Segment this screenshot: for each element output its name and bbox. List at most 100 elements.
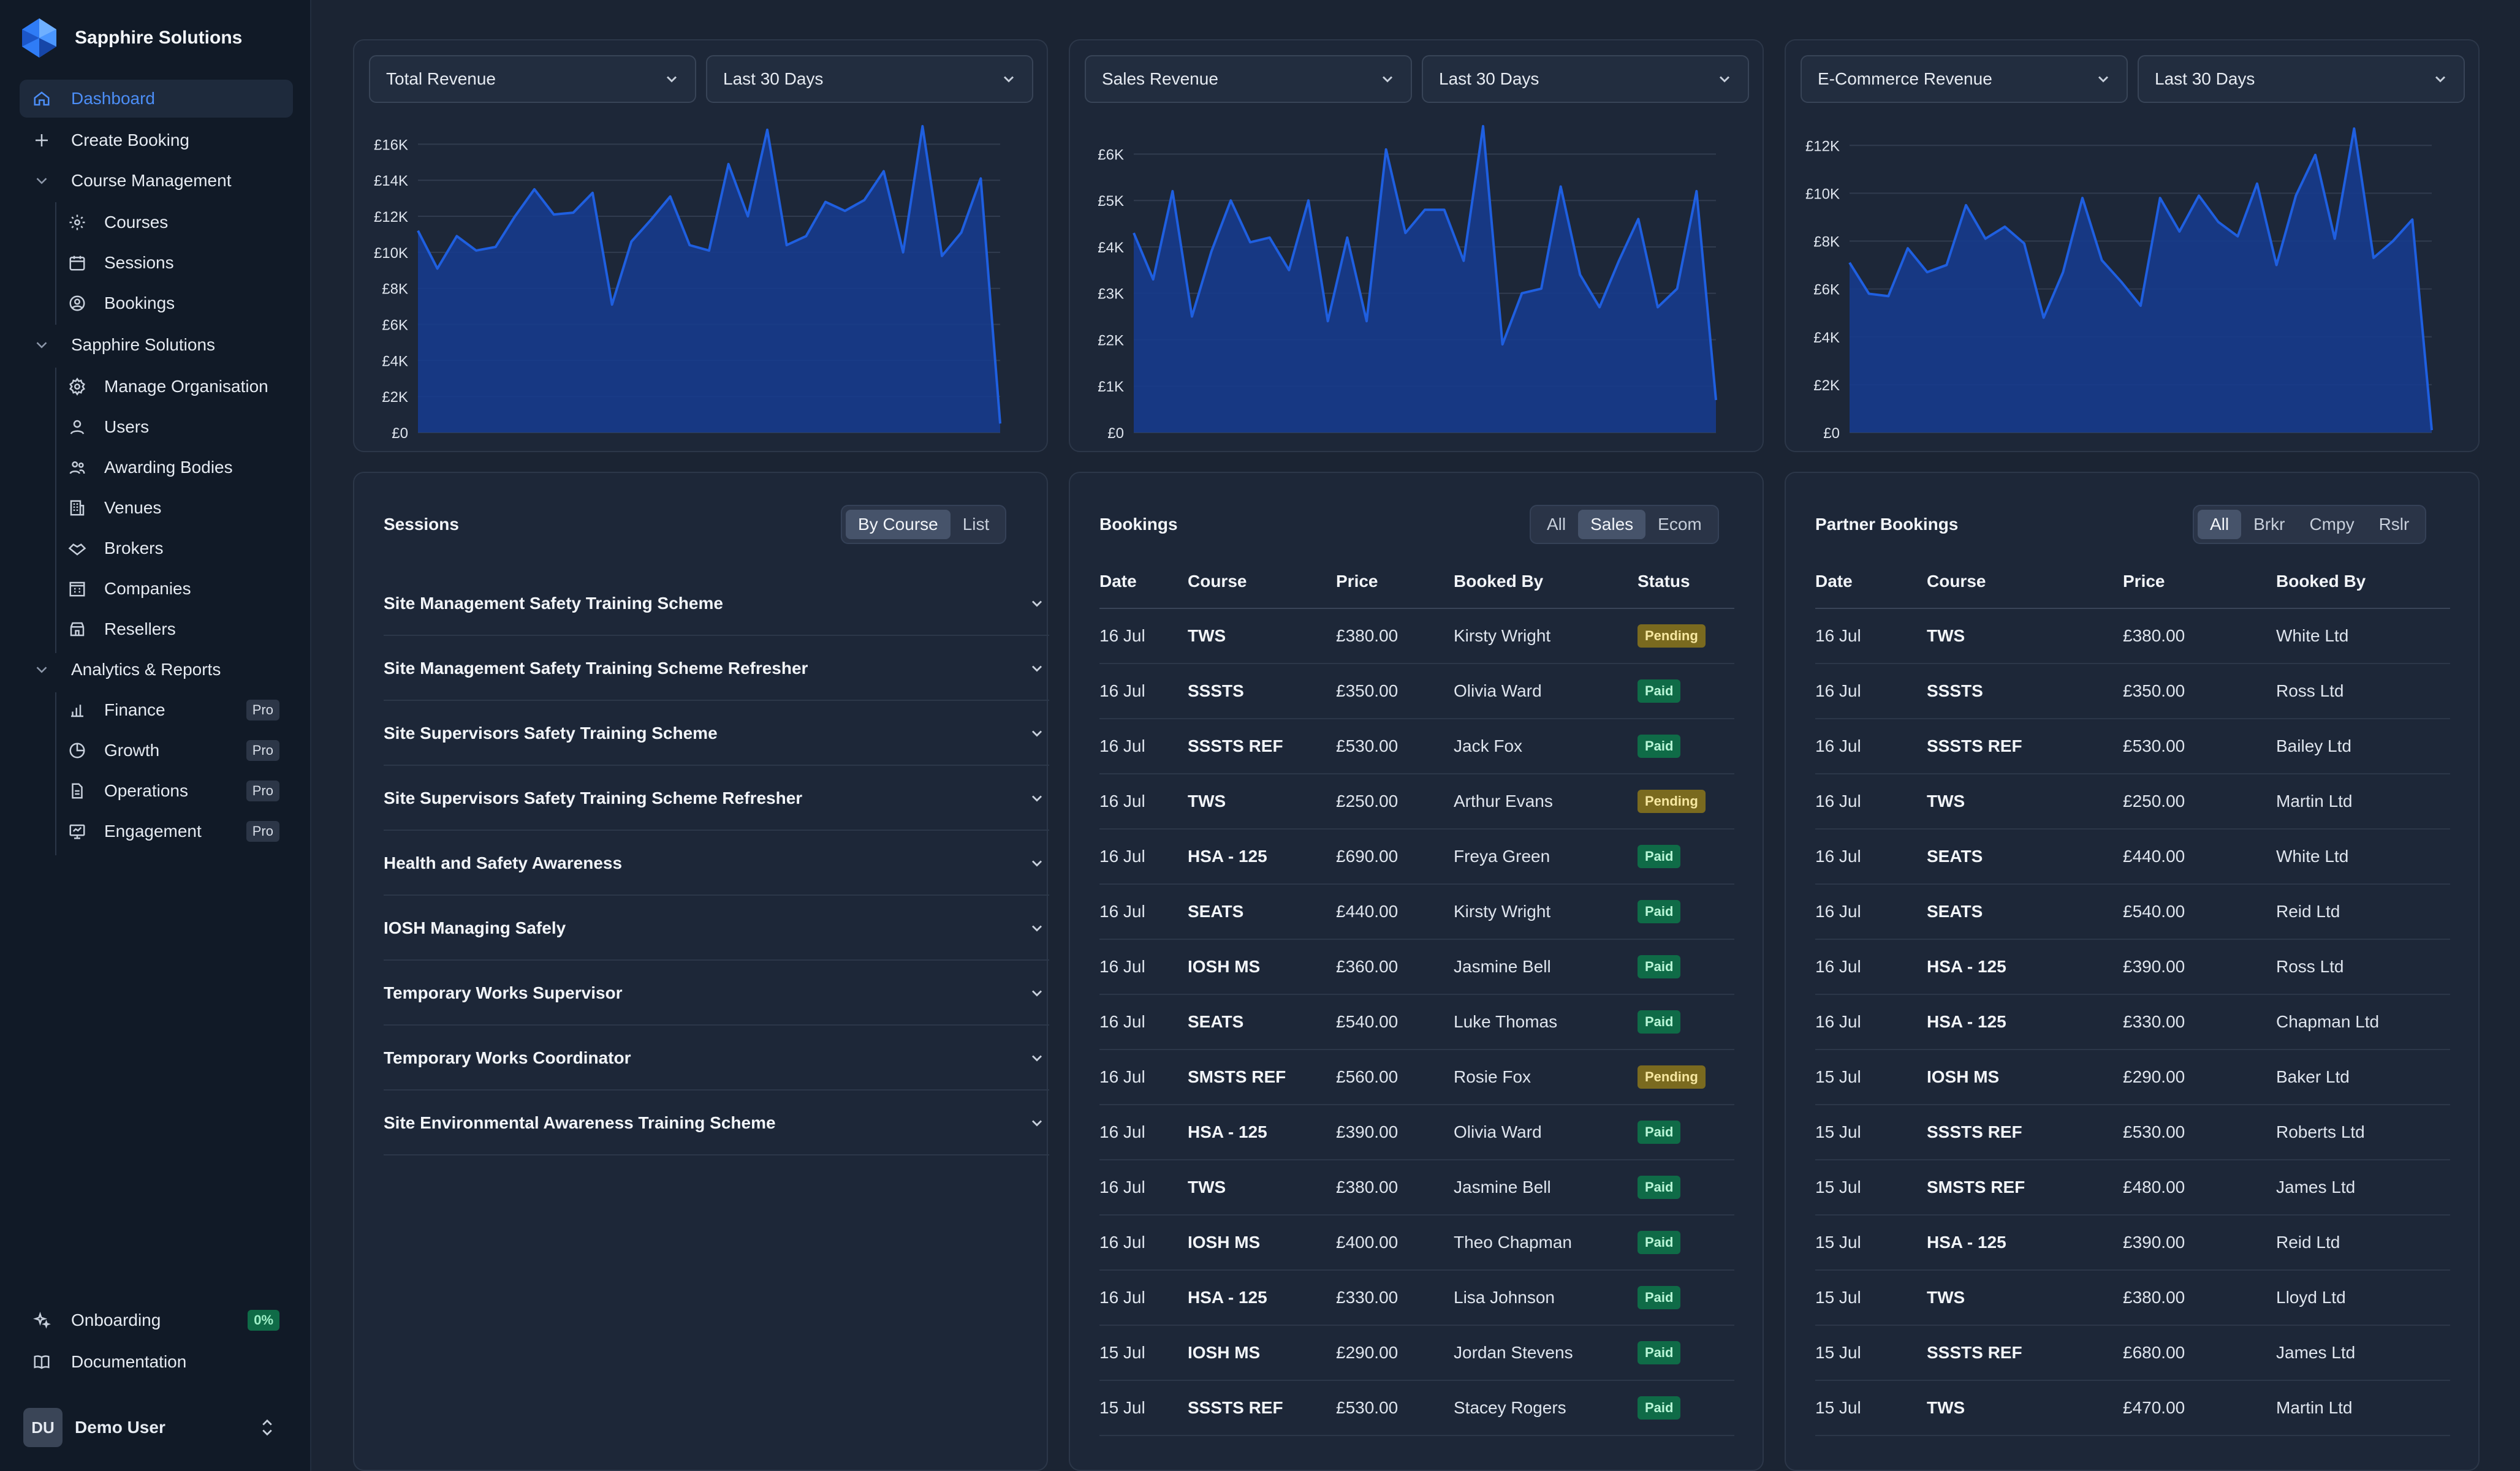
sidebar-item-growth[interactable]: Growth Pro	[54, 732, 293, 770]
session-course-row[interactable]: Site Management Safety Training Scheme	[384, 572, 1049, 636]
table-row[interactable]: 16 Jul TWS £380.00 White Ltd	[1815, 608, 2450, 664]
table-row[interactable]: 16 Jul HSA - 125 £330.00 Lisa Johnson Paid	[1099, 1270, 1734, 1326]
sidebar-item-create-booking[interactable]: Create Booking	[20, 121, 293, 159]
table-row[interactable]: 16 Jul SEATS £440.00 White Ltd	[1815, 829, 2450, 885]
table-row[interactable]: 16 Jul IOSH MS £400.00 Theo Chapman Paid	[1099, 1215, 1734, 1271]
session-course-row[interactable]: Site Environmental Awareness Training Sc…	[384, 1092, 1049, 1155]
sidebar-item-awarding-bodies[interactable]: Awarding Bodies	[54, 448, 293, 486]
sidebar-item-companies[interactable]: Companies	[54, 570, 293, 608]
range-select[interactable]: Last 30 Days	[1422, 55, 1749, 103]
column-header[interactable]: Date	[1099, 555, 1188, 609]
user-menu[interactable]: DU Demo User	[20, 1407, 293, 1448]
sidebar-item-engagement[interactable]: Engagement Pro	[54, 812, 293, 850]
column-header[interactable]: Price	[1336, 555, 1454, 609]
sidebar-item-onboarding[interactable]: Onboarding 0%	[20, 1301, 293, 1339]
table-row[interactable]: 16 Jul SSSTS REF £530.00 Bailey Ltd	[1815, 719, 2450, 774]
column-header[interactable]: Booked By	[2276, 555, 2450, 609]
toggle-list[interactable]: List	[962, 515, 990, 534]
y-tick-label: £8K	[1813, 234, 1840, 251]
session-course-row[interactable]: Site Supervisors Safety Training Scheme	[384, 702, 1049, 766]
course-cell: IOSH MS	[1188, 1215, 1336, 1271]
session-course-row[interactable]: Site Supervisors Safety Training Scheme …	[384, 767, 1049, 831]
session-course-row[interactable]: Health and Safety Awareness	[384, 832, 1049, 896]
table-row[interactable]: 15 Jul TWS £470.00 Martin Ltd	[1815, 1380, 2450, 1436]
session-course-label: Temporary Works Supervisor	[384, 983, 623, 1002]
sidebar-item-finance[interactable]: Finance Pro	[54, 691, 293, 729]
column-header[interactable]: Date	[1815, 555, 1927, 609]
sidebar-item-operations[interactable]: Operations Pro	[54, 772, 293, 810]
sidebar-item-dashboard[interactable]: Dashboard	[20, 80, 293, 118]
table-row[interactable]: 15 Jul SMSTS REF £480.00 James Ltd	[1815, 1160, 2450, 1216]
table-row[interactable]: 16 Jul SSSTS REF £530.00 Jack Fox Paid	[1099, 719, 1734, 774]
session-course-row[interactable]: Temporary Works Coordinator	[384, 1027, 1049, 1091]
table-row[interactable]: 15 Jul IOSH MS £290.00 Baker Ltd	[1815, 1049, 2450, 1105]
table-row[interactable]: 16 Jul SEATS £440.00 Kirsty Wright Paid	[1099, 884, 1734, 940]
sidebar-item-users[interactable]: Users	[54, 408, 293, 446]
column-header[interactable]: Course	[1927, 555, 2123, 609]
table-row[interactable]: 15 Jul SSSTS REF £530.00 Stacey Rogers Paid	[1099, 1380, 1734, 1436]
metric-select[interactable]: Total Revenue	[369, 55, 696, 103]
table-row[interactable]: 15 Jul TWS £380.00 Lloyd Ltd	[1815, 1270, 2450, 1326]
select-value: Sales Revenue	[1102, 69, 1218, 88]
table-row[interactable]: 16 Jul SSSTS £350.00 Ross Ltd	[1815, 664, 2450, 719]
toggle-ecom[interactable]: Ecom	[1658, 515, 1702, 534]
table-row[interactable]: 16 Jul SEATS £540.00 Luke Thomas Paid	[1099, 994, 1734, 1050]
session-course-label: Site Management Safety Training Scheme	[384, 594, 723, 613]
sidebar-item-sessions[interactable]: Sessions	[54, 244, 293, 282]
table-row[interactable]: 16 Jul SEATS £540.00 Reid Ltd	[1815, 884, 2450, 940]
table-row[interactable]: 16 Jul HSA - 125 £390.00 Olivia Ward Paid	[1099, 1105, 1734, 1160]
sidebar-item-documentation[interactable]: Documentation	[20, 1343, 293, 1381]
table-row[interactable]: 16 Jul TWS £380.00 Kirsty Wright Pending	[1099, 608, 1734, 664]
sidebar-item-resellers[interactable]: Resellers	[54, 610, 293, 648]
column-header[interactable]: Price	[2123, 555, 2276, 609]
toggle-by-course[interactable]: By Course	[846, 510, 951, 539]
table-row[interactable]: 16 Jul HSA - 125 £390.00 Ross Ltd	[1815, 939, 2450, 995]
session-course-row[interactable]: Temporary Works Supervisor	[384, 962, 1049, 1026]
table-row[interactable]: 16 Jul SSSTS £350.00 Olivia Ward Paid	[1099, 664, 1734, 719]
toggle-brokers[interactable]: Brkr	[2253, 515, 2285, 534]
session-course-row[interactable]: IOSH Managing Safely	[384, 897, 1049, 961]
tree-line	[55, 692, 56, 855]
date-cell: 16 Jul	[1099, 939, 1188, 995]
sidebar-item-venues[interactable]: Venues	[54, 489, 293, 527]
column-header[interactable]: Course	[1188, 555, 1336, 609]
toggle-all[interactable]: All	[2198, 510, 2242, 539]
table-row[interactable]: 16 Jul HSA - 125 £690.00 Freya Green Paid	[1099, 829, 1734, 885]
column-header[interactable]: Booked By	[1454, 555, 1638, 609]
table-row[interactable]: 15 Jul HSA - 125 £390.00 Reid Ltd	[1815, 1215, 2450, 1271]
session-course-row[interactable]: Site Management Safety Training Scheme R…	[384, 637, 1049, 701]
sidebar-group-course-management[interactable]: Course Management	[20, 162, 293, 200]
y-tick-label: £4K	[1813, 330, 1840, 346]
course-cell: SSSTS REF	[1188, 1380, 1336, 1436]
brand[interactable]: Sapphire Solutions	[18, 17, 242, 59]
sidebar-group-sapphire-solutions[interactable]: Sapphire Solutions	[20, 326, 293, 364]
sidebar-item-courses[interactable]: Courses	[54, 203, 293, 241]
toggle-sales[interactable]: Sales	[1578, 510, 1646, 539]
metric-select[interactable]: Sales Revenue	[1085, 55, 1412, 103]
table-row[interactable]: 16 Jul TWS £250.00 Arthur Evans Pending	[1099, 774, 1734, 830]
table-row[interactable]: 15 Jul IOSH MS £290.00 Jordan Stevens Paid	[1099, 1325, 1734, 1381]
table-row[interactable]: 15 Jul SSSTS REF £530.00 Roberts Ltd	[1815, 1105, 2450, 1160]
toggle-companies[interactable]: Cmpy	[2309, 515, 2355, 534]
sidebar-item-brokers[interactable]: Brokers	[54, 529, 293, 567]
range-select[interactable]: Last 30 Days	[2138, 55, 2465, 103]
sidebar-item-label: Dashboard	[71, 89, 155, 108]
date-cell: 16 Jul	[1099, 884, 1188, 940]
sidebar-group-analytics-reports[interactable]: Analytics & Reports	[20, 651, 293, 689]
column-header[interactable]: Status	[1638, 555, 1734, 609]
table-row[interactable]: 16 Jul TWS £380.00 Jasmine Bell Paid	[1099, 1160, 1734, 1216]
table-row[interactable]: 16 Jul HSA - 125 £330.00 Chapman Ltd	[1815, 994, 2450, 1050]
course-cell: SSSTS	[1927, 664, 2123, 719]
table-row[interactable]: 15 Jul SSSTS REF £680.00 James Ltd	[1815, 1325, 2450, 1381]
toggle-all[interactable]: All	[1547, 515, 1566, 534]
table-row[interactable]: 16 Jul TWS £250.00 Martin Ltd	[1815, 774, 2450, 830]
range-select[interactable]: Last 30 Days	[706, 55, 1033, 103]
booked-by-cell: Rosie Fox	[1454, 1049, 1638, 1105]
date-cell: 16 Jul	[1815, 664, 1927, 719]
sidebar-item-manage-organisation[interactable]: Manage Organisation	[54, 368, 293, 406]
metric-select[interactable]: E-Commerce Revenue	[1801, 55, 2128, 103]
sidebar-item-bookings[interactable]: Bookings	[54, 284, 293, 322]
toggle-resellers[interactable]: Rslr	[2378, 515, 2410, 534]
table-row[interactable]: 16 Jul IOSH MS £360.00 Jasmine Bell Paid	[1099, 939, 1734, 995]
table-row[interactable]: 16 Jul SMSTS REF £560.00 Rosie Fox Pending	[1099, 1049, 1734, 1105]
